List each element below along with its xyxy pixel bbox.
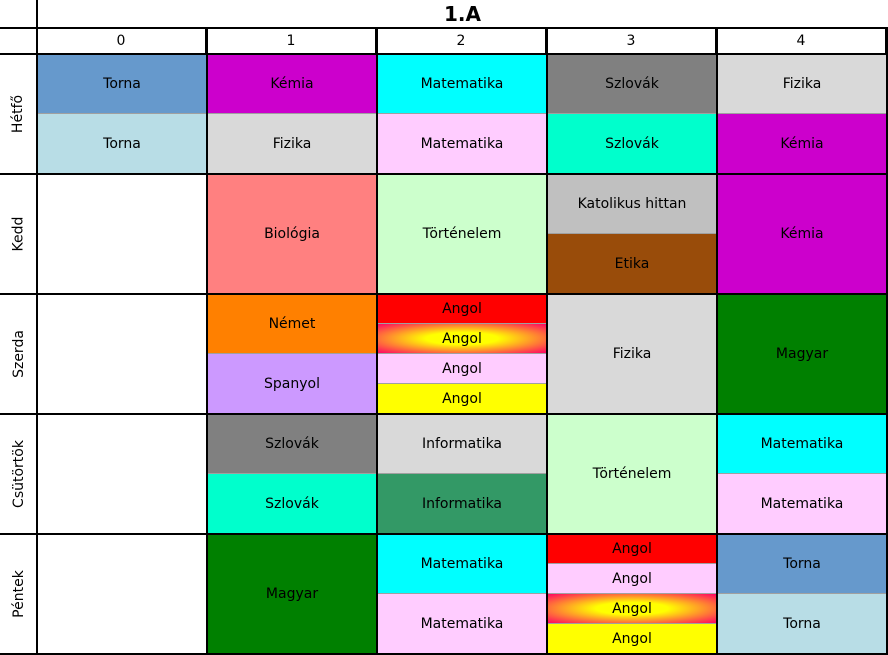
lesson: Angol (377, 354, 547, 384)
row-border (0, 413, 888, 415)
col-border (886, 28, 888, 654)
day-label: Péntek (0, 534, 37, 654)
lesson: Fizika (717, 54, 887, 114)
lesson: Szlovák (207, 414, 377, 474)
lesson: Torna (717, 534, 887, 594)
lesson: Szlovák (547, 114, 717, 174)
lesson: Szlovák (547, 54, 717, 114)
row-border (0, 27, 888, 29)
row-border (0, 653, 888, 655)
lesson: Torna (37, 54, 207, 114)
col-border (546, 28, 548, 654)
column-header: 2 (377, 28, 547, 54)
col-border (206, 28, 208, 654)
column-header: 1 (207, 28, 377, 54)
lesson: Fizika (207, 114, 377, 174)
lesson: Kémia (717, 114, 887, 174)
title: 1.A (444, 2, 481, 26)
lesson: Angol (377, 324, 547, 354)
lesson: Magyar (207, 534, 377, 654)
lesson: Etika (547, 234, 717, 294)
lesson: Magyar (717, 294, 887, 414)
row-border (0, 53, 888, 55)
col-border (376, 28, 378, 654)
day-name: Kedd (10, 216, 27, 252)
column-header: 0 (37, 28, 207, 54)
lesson: Szlovák (207, 474, 377, 534)
lesson: Biológia (207, 174, 377, 294)
lesson: Kémia (207, 54, 377, 114)
row-border (0, 293, 888, 295)
day-label: Csütörtök (0, 414, 37, 534)
lesson: Matematika (717, 474, 887, 534)
column-header: 4 (717, 28, 887, 54)
lesson: Történelem (377, 174, 547, 294)
column-header: 3 (547, 28, 717, 54)
lesson: Angol (547, 594, 717, 624)
lesson: Matematika (377, 114, 547, 174)
day-name: Szerda (10, 330, 27, 378)
lesson: Angol (547, 624, 717, 654)
lesson: Matematika (377, 594, 547, 654)
day-label: Szerda (0, 294, 37, 414)
day-label: Hétfő (0, 54, 37, 174)
lesson: Angol (377, 294, 547, 324)
day-name: Péntek (10, 570, 27, 618)
lesson: Angol (547, 564, 717, 594)
day-name: Hétfő (10, 94, 27, 134)
lesson: Informatika (377, 474, 547, 534)
lesson: Kémia (717, 174, 887, 294)
lesson: Matematika (717, 414, 887, 474)
row-border (0, 173, 888, 175)
lesson: Katolikus hittan (547, 174, 717, 234)
lesson: Fizika (547, 294, 717, 414)
lesson: Angol (377, 384, 547, 414)
lesson: Torna (37, 114, 207, 174)
lesson: Torna (717, 594, 887, 654)
col-border (36, 0, 38, 654)
day-name: Csütörtök (10, 440, 27, 508)
lesson: Spanyol (207, 354, 377, 414)
lesson: Informatika (377, 414, 547, 474)
lesson: Matematika (377, 534, 547, 594)
col-border (716, 28, 718, 654)
lesson: Matematika (377, 54, 547, 114)
lesson: Angol (547, 534, 717, 564)
lesson: Történelem (547, 414, 717, 534)
lesson: Német (207, 294, 377, 354)
row-border (0, 533, 888, 535)
day-label: Kedd (0, 174, 37, 294)
